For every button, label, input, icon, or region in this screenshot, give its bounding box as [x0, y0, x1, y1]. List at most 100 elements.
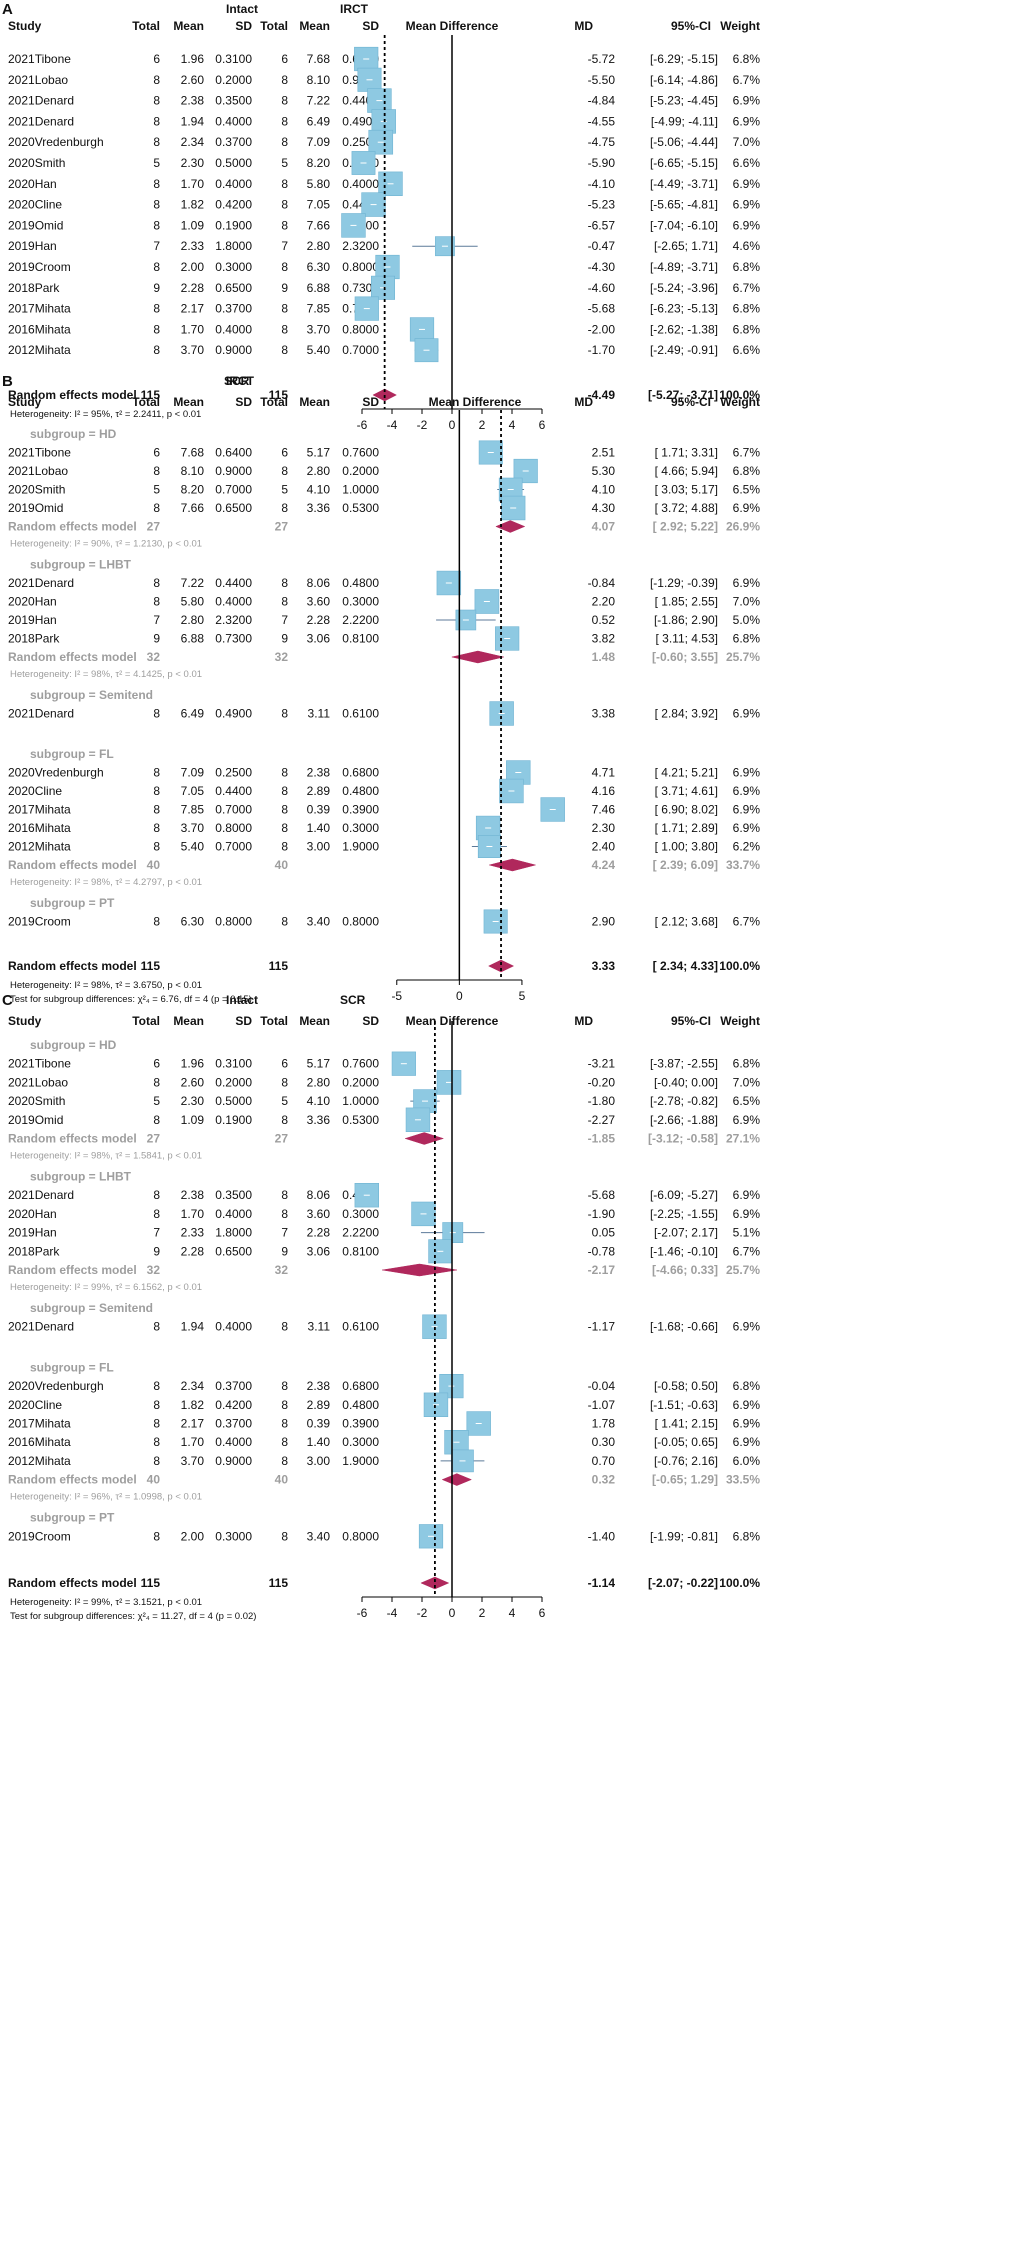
mean-2: 3.60 [307, 595, 331, 609]
ci-value: [ 2.12; 3.68] [655, 915, 718, 929]
sd-1: 0.3700 [215, 135, 252, 149]
total-1: 8 [153, 1113, 160, 1127]
md-value: 3.82 [592, 632, 616, 646]
subgroup-heterogeneity: Heterogeneity: I² = 98%, τ² = 4.1425, p … [10, 669, 202, 680]
mean-2: 2.38 [307, 1379, 331, 1393]
total-2: 8 [281, 1398, 288, 1412]
ci-value: [-2.49; -0.91] [650, 343, 718, 357]
md-value: 2.40 [592, 840, 616, 854]
md-value: -1.80 [588, 1094, 616, 1108]
total-1: 7 [153, 1226, 160, 1240]
total-1: 8 [153, 177, 160, 191]
header-sd-2: SD [362, 1014, 379, 1028]
sd-1: 0.9000 [215, 343, 252, 357]
study-name: 2016Mihata [8, 1435, 71, 1449]
ci-value: [ 2.92; 5.22] [653, 520, 718, 534]
total-1: 8 [153, 1417, 160, 1431]
sd-1: 0.4200 [215, 1398, 252, 1412]
md-value: 2.51 [592, 446, 616, 460]
total-2: 5 [281, 1094, 288, 1108]
md-value: 4.16 [592, 784, 616, 798]
total-1: 8 [153, 1207, 160, 1221]
header-total-1: Total [132, 395, 160, 409]
sd-2: 0.6800 [342, 766, 379, 780]
weight-value: 6.8% [733, 260, 761, 274]
mean-2: 2.28 [307, 613, 331, 627]
total-1: 32 [147, 1263, 161, 1277]
weight-value: 7.0% [733, 1075, 761, 1089]
mean-2: 7.85 [307, 302, 331, 316]
ci-value: [-2.66; -1.88] [650, 1113, 718, 1127]
ci-value: [-2.65; 1.71] [654, 239, 718, 253]
mean-1: 1.70 [181, 322, 205, 336]
total-1: 9 [153, 1244, 160, 1258]
md-value: -1.14 [588, 1576, 616, 1590]
weight-value: 26.9% [726, 520, 760, 534]
mean-2: 3.11 [308, 707, 331, 721]
total-2: 8 [281, 1379, 288, 1393]
sd-2: 0.6100 [342, 707, 379, 721]
md-value: 3.33 [592, 959, 616, 973]
weight-value: 6.9% [733, 114, 761, 128]
x-tick-label: 2 [479, 418, 486, 432]
weight-value: 6.0% [733, 1454, 761, 1468]
mean-1: 6.30 [181, 915, 205, 929]
total-2: 8 [281, 595, 288, 609]
header-mean-difference: Mean Difference [429, 395, 522, 409]
study-name: 2017Mihata [8, 302, 71, 316]
mean-2: 3.40 [307, 915, 331, 929]
sd-2: 0.4900 [342, 114, 379, 128]
sd-1: 0.4000 [215, 322, 252, 336]
ci-value: [ 2.39; 6.09] [653, 858, 718, 872]
total-1: 9 [153, 632, 160, 646]
study-name: 2012Mihata [8, 343, 71, 357]
weight-value: 27.1% [726, 1132, 760, 1146]
total-1: 8 [153, 343, 160, 357]
mean-1: 2.00 [181, 260, 205, 274]
weight-value: 6.9% [733, 1113, 761, 1127]
mean-1: 5.80 [181, 595, 205, 609]
model-label: Random effects model [8, 1473, 137, 1487]
total-2: 8 [281, 803, 288, 817]
subgroup-label: subgroup = LHBT [30, 558, 132, 572]
overall-heterogeneity: Heterogeneity: I² = 99%, τ² = 3.1521, p … [10, 1597, 202, 1608]
study-name: 2021Denard [8, 707, 74, 721]
subgroup-difference-test: Test for subgroup differences: χ²₄ = 6.7… [10, 994, 252, 1005]
mean-2: 2.89 [307, 1398, 331, 1412]
weight-value: 6.9% [733, 198, 761, 212]
mean-2: 1.40 [307, 1435, 331, 1449]
subgroup-heterogeneity: Heterogeneity: I² = 98%, τ² = 4.2797, p … [10, 877, 202, 888]
weight-value: 6.9% [733, 218, 761, 232]
study-name: 2016Mihata [8, 821, 71, 835]
x-tick-label: -4 [387, 1606, 398, 1620]
study-name: 2021Lobao [8, 73, 68, 87]
total-1: 8 [153, 1188, 160, 1202]
model-label: Random effects model [8, 388, 137, 402]
mean-2: 5.17 [307, 1057, 331, 1071]
sd-1: 0.4400 [215, 784, 252, 798]
total-1: 8 [153, 1320, 160, 1334]
md-value: -5.23 [588, 198, 616, 212]
header-study: Study [8, 1014, 42, 1028]
header-mean-difference: Mean Difference [406, 19, 499, 33]
sd-2: 0.8100 [342, 1244, 379, 1258]
mean-2: 3.00 [307, 1454, 331, 1468]
total-2: 8 [281, 1207, 288, 1221]
header-total-1: Total [132, 19, 160, 33]
header-sd-1: SD [235, 19, 252, 33]
md-value: -2.00 [588, 322, 616, 336]
sd-2: 0.8000 [342, 915, 379, 929]
ci-value: [-1.99; -0.81] [650, 1529, 718, 1543]
weight-value: 6.8% [733, 52, 761, 66]
mean-1: 1.96 [181, 52, 205, 66]
mean-1: 7.22 [181, 576, 205, 590]
study-name: 2021Denard [8, 94, 74, 108]
subgroup-label: subgroup = Semitend [30, 1301, 153, 1315]
subgroup-heterogeneity: Heterogeneity: I² = 98%, τ² = 1.5841, p … [10, 1151, 202, 1162]
total-2: 8 [281, 343, 288, 357]
sd-2: 0.5300 [342, 501, 379, 515]
total-1: 8 [153, 1398, 160, 1412]
sd-1: 0.7000 [215, 803, 252, 817]
subgroup-heterogeneity: Heterogeneity: I² = 99%, τ² = 6.1562, p … [10, 1282, 202, 1293]
weight-value: 6.6% [733, 343, 761, 357]
